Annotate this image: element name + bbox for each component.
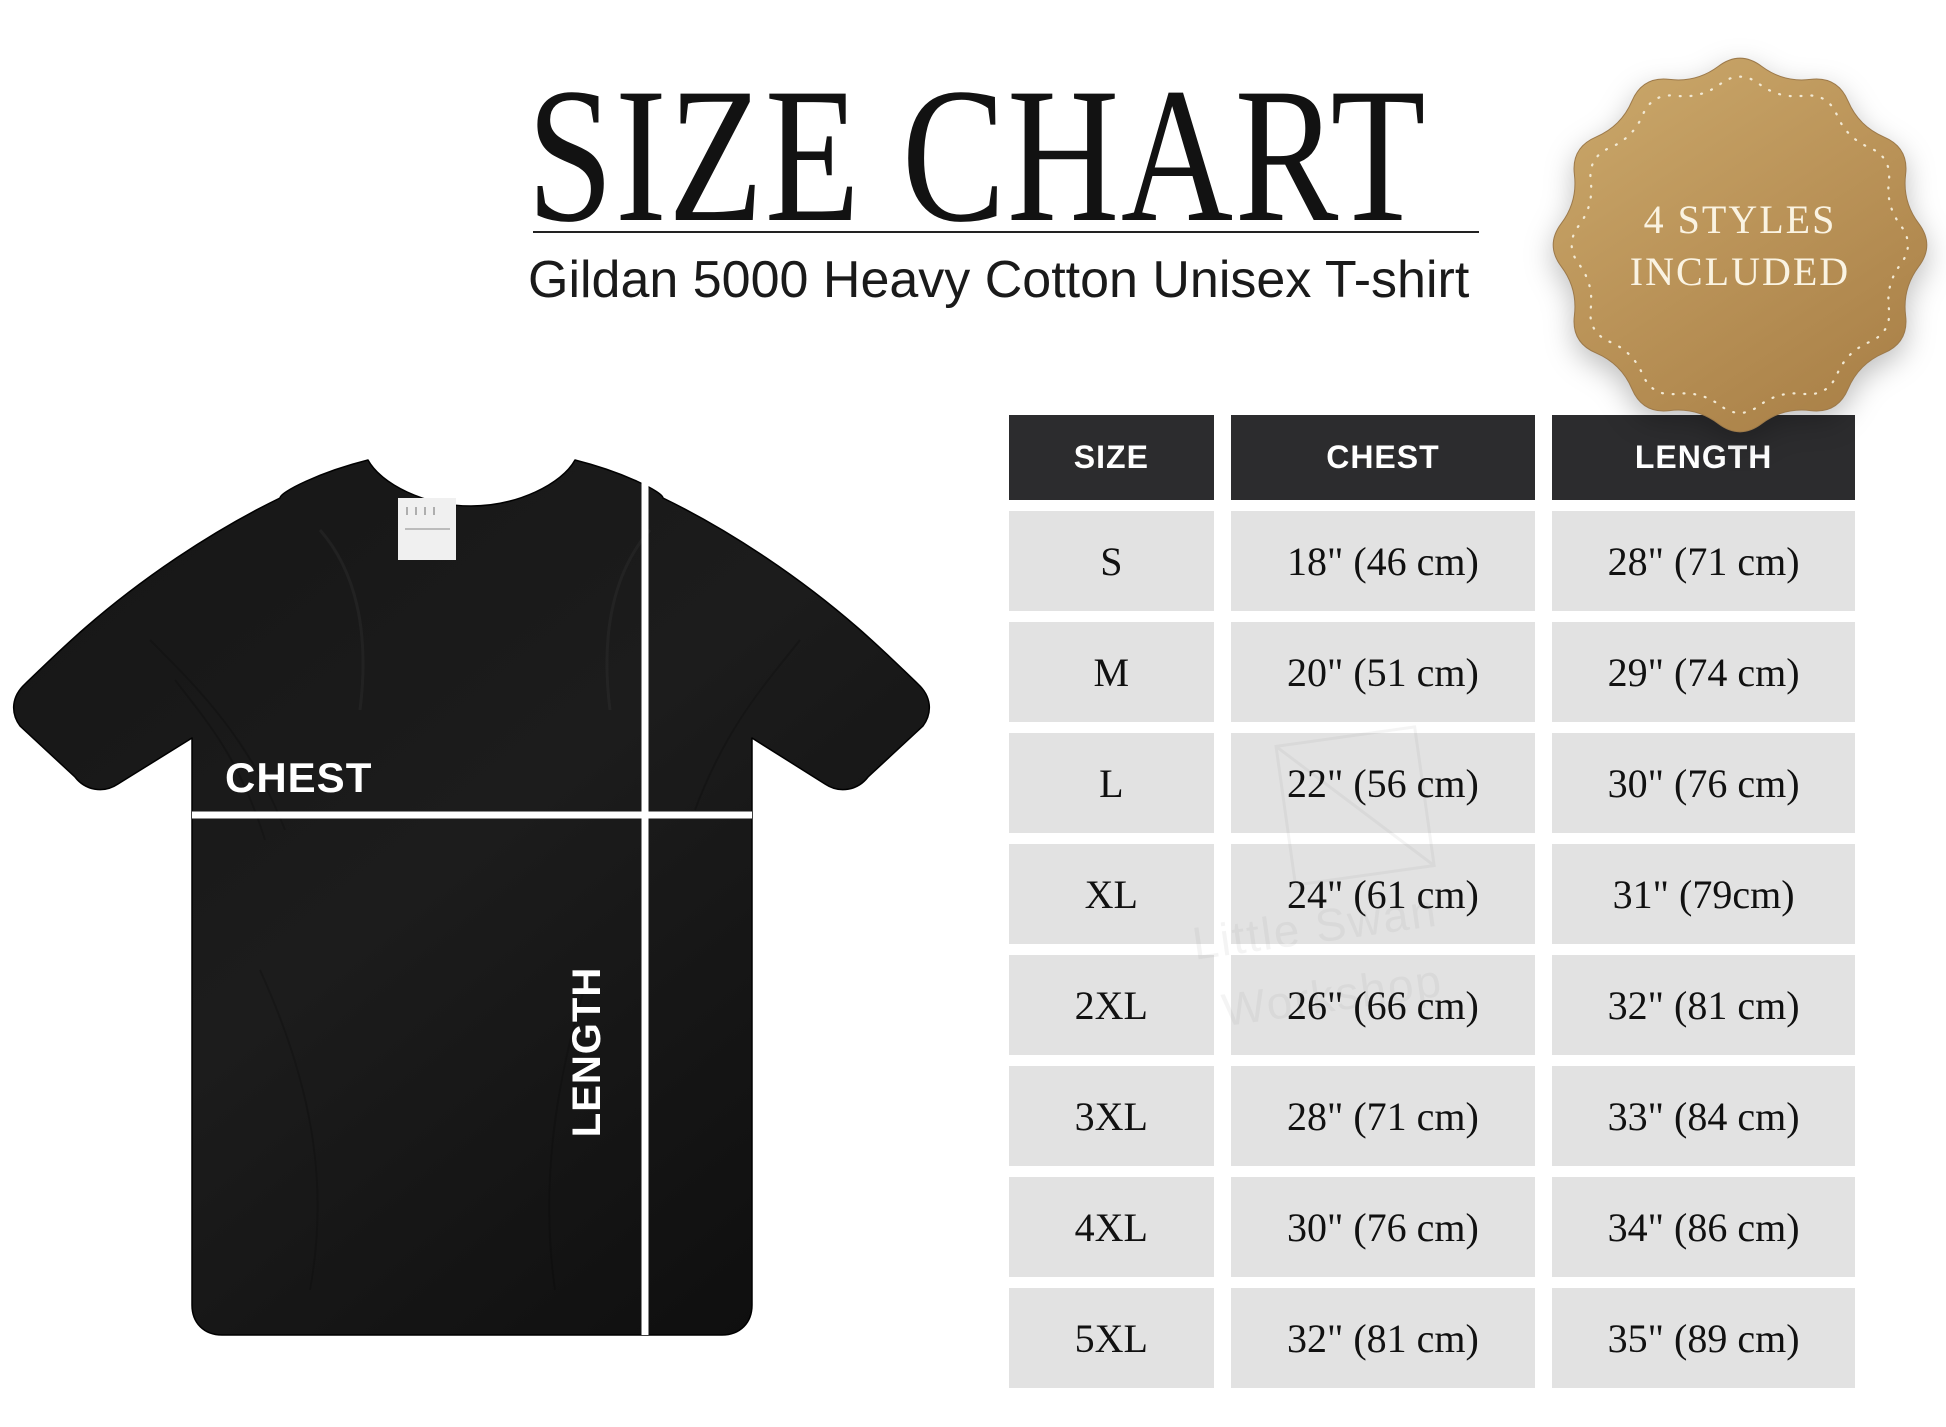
svg-text:CHEST: CHEST xyxy=(225,754,372,801)
svg-text:LENGTH: LENGTH xyxy=(565,967,609,1137)
svg-text:4 STYLES: 4 STYLES xyxy=(1644,197,1837,242)
svg-text:INCLUDED: INCLUDED xyxy=(1630,249,1850,294)
